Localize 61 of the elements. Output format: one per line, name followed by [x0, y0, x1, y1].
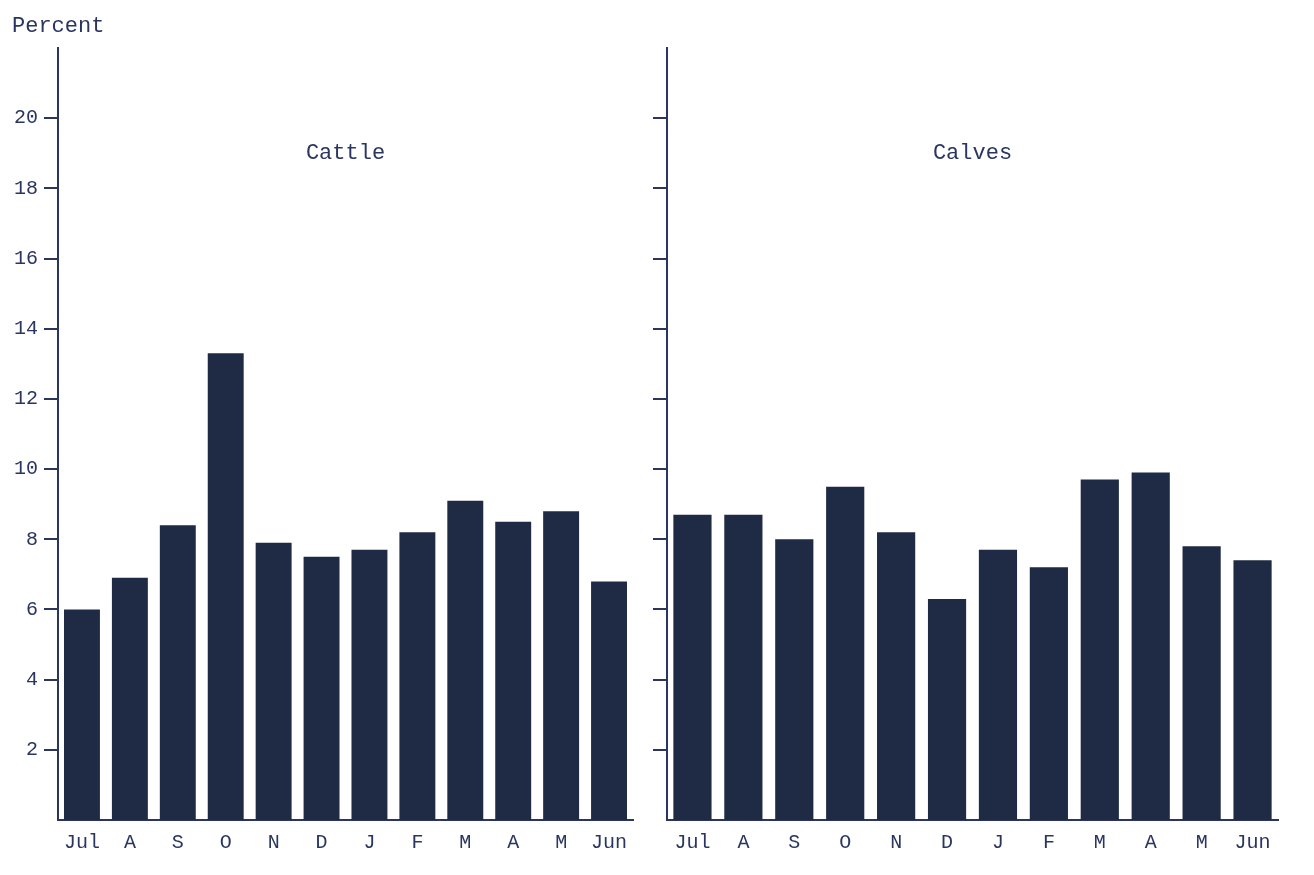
- y-tick-label: 18: [13, 176, 38, 200]
- bar: [543, 511, 580, 820]
- x-tick-label: J: [363, 831, 376, 855]
- bar: [159, 525, 196, 820]
- y-tick-label: 12: [13, 387, 38, 411]
- x-tick-label: A: [737, 831, 750, 855]
- x-tick-label: D: [941, 831, 954, 855]
- x-tick-label: M: [459, 831, 472, 855]
- bar: [724, 514, 763, 820]
- y-tick-label: 14: [13, 317, 38, 341]
- bar: [255, 542, 292, 820]
- bar: [1182, 546, 1221, 820]
- text: Calves: [932, 141, 1013, 167]
- x-tick-label: Jun: [1234, 831, 1271, 855]
- x-tick-label: N: [267, 831, 280, 855]
- bar: [399, 532, 436, 820]
- x-tick-label: S: [788, 831, 801, 855]
- bar: [303, 556, 340, 820]
- x-tick-label: A: [507, 831, 520, 855]
- bar: [1029, 567, 1068, 820]
- x-tick-label: A: [1144, 831, 1157, 855]
- y-tick-label: 10: [13, 457, 38, 481]
- x-tick-label: M: [1195, 831, 1208, 855]
- x-tick-label: Jun: [591, 831, 628, 855]
- x-tick-label: M: [555, 831, 568, 855]
- bar: [775, 539, 814, 820]
- bar: [1131, 472, 1170, 820]
- x-tick-label: N: [890, 831, 903, 855]
- x-tick-label: J: [991, 831, 1004, 855]
- y-tick-label: 4: [25, 667, 38, 691]
- bar: [1233, 560, 1272, 820]
- bar: [351, 549, 388, 820]
- x-tick-label: O: [219, 831, 232, 855]
- x-tick-label: Jul: [674, 831, 711, 855]
- y-tick-label: 2: [25, 738, 38, 762]
- bar: [978, 549, 1018, 820]
- y-tick-label: 20: [13, 106, 38, 130]
- bar: [826, 486, 865, 820]
- x-tick-label: F: [1042, 831, 1055, 855]
- bar: [927, 598, 967, 820]
- x-tick-label: F: [411, 831, 424, 855]
- bar: [673, 514, 712, 820]
- bar: [63, 609, 100, 820]
- text: Cattle: [305, 141, 386, 167]
- x-tick-label: D: [315, 831, 328, 855]
- y-tick-label: 6: [25, 597, 38, 621]
- y-tick-label: 16: [13, 246, 38, 270]
- x-tick-label: A: [123, 831, 136, 855]
- x-tick-label: M: [1093, 831, 1106, 855]
- y-tick-label: 8: [25, 527, 38, 551]
- x-tick-label: O: [839, 831, 852, 855]
- x-tick-label: S: [171, 831, 184, 855]
- bar: [111, 577, 148, 820]
- bar: [495, 521, 532, 820]
- y-axis-title: Percent: [12, 13, 105, 39]
- bar: [1080, 479, 1119, 820]
- bar: [207, 353, 244, 820]
- bar: [877, 532, 916, 820]
- bar: [591, 581, 628, 820]
- x-tick-label: Jul: [63, 831, 100, 855]
- bar: [447, 500, 484, 820]
